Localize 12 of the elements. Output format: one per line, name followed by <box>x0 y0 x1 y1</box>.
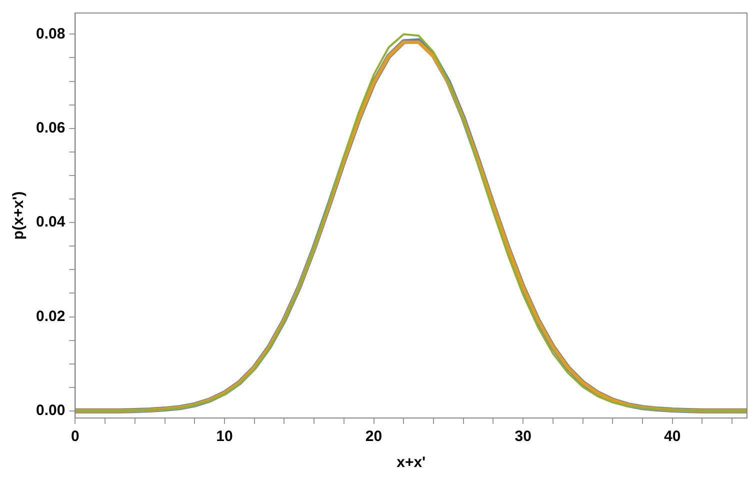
y-tick-label: 0.06 <box>36 120 66 137</box>
x-tick-label: 30 <box>514 428 532 446</box>
y-tick-label: 0.00 <box>36 402 66 420</box>
x-tick-label: 40 <box>664 428 681 446</box>
y-axis-title: p(x+x') <box>10 191 28 240</box>
y-tick-label: 0.04 <box>36 214 66 231</box>
x-tick-label: 0 <box>71 428 80 446</box>
x-tick-label: 10 <box>216 428 233 446</box>
x-axis-title: x+x' <box>396 454 426 472</box>
y-tick-label: 0.02 <box>36 308 66 325</box>
x-tick-label: 20 <box>365 428 382 446</box>
y-tick-label: 0.08 <box>36 25 66 42</box>
